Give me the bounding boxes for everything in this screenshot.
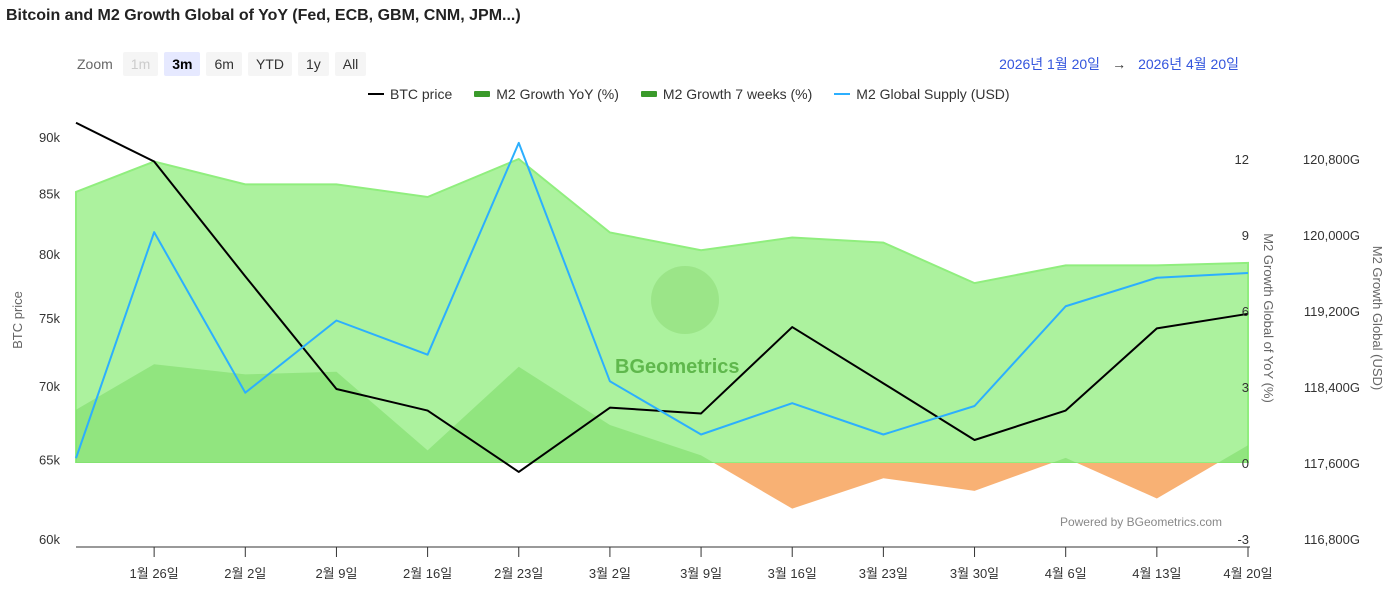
chart-title: Bitcoin and M2 Growth Global of YoY (Fed… <box>6 7 521 24</box>
legend-label: M2 Growth 7 weeks (%) <box>662 86 813 102</box>
btc-axis-tick: 60k <box>39 532 60 547</box>
usd-axis-tick: 117,600G <box>1304 456 1360 471</box>
x-tick-label: 3월 30일 <box>950 566 999 581</box>
x-tick-label: 2월 9일 <box>315 566 357 581</box>
watermark-logo: BGeometrics <box>615 266 740 378</box>
credits-link[interactable]: Powered by BGeometrics.com <box>1060 515 1222 529</box>
pct-axis-tick: 6 <box>1242 304 1249 319</box>
zoom-all-button[interactable]: All <box>334 52 367 76</box>
x-tick-label: 3월 16일 <box>768 566 817 581</box>
btc-axis-tick: 75k <box>39 311 60 326</box>
usd-axis-tick: 119,200G <box>1304 304 1360 319</box>
zoom-selector: Zoom 1m 3m 6m YTD 1y All <box>77 52 367 76</box>
line-m2-global-supply <box>75 141 1249 459</box>
x-tick-label: 3월 2일 <box>589 566 631 581</box>
area-m2-growth-7weeks <box>76 364 1248 463</box>
legend-label: M2 Growth YoY (%) <box>496 86 619 102</box>
date-range: 2026년 1월 20일 → 2026년 4월 20일 <box>993 54 1245 74</box>
zoom-label: Zoom <box>77 56 113 72</box>
usd-axis-tick: 120,000G <box>1303 228 1360 243</box>
pct-axis-tick: 12 <box>1235 152 1249 167</box>
btc-axis-tick: 70k <box>39 379 60 394</box>
x-tick-label: 4월 13일 <box>1132 566 1181 581</box>
x-tick-label: 1월 26일 <box>130 566 179 581</box>
x-tick-label: 2월 2일 <box>224 566 266 581</box>
x-tick-label: 4월 20일 <box>1223 566 1272 581</box>
legend-area-marker <box>474 91 491 97</box>
zoom-ytd-button[interactable]: YTD <box>247 52 292 76</box>
line-btc-price <box>75 121 1249 473</box>
usd-axis-tick: 118,400G <box>1304 380 1360 395</box>
legend-label: BTC price <box>390 86 453 102</box>
x-tick-label: 4월 6일 <box>1045 566 1087 581</box>
btc-axis-title: BTC price <box>10 291 25 349</box>
pct-axis-tick: -3 <box>1237 532 1249 547</box>
area-m2-growth-7weeks-negative <box>76 463 1248 509</box>
zoom-3m-button[interactable]: 3m <box>164 52 201 76</box>
zoom-6m-button[interactable]: 6m <box>206 52 242 76</box>
x-tick-label: 3월 23일 <box>859 566 908 581</box>
legend: BTC price M2 Growth YoY (%) M2 Growth 7 … <box>368 86 1010 102</box>
range-to[interactable]: 2026년 4월 20일 <box>1138 56 1239 72</box>
pct-axis-tick: 0 <box>1242 456 1249 471</box>
btc-axis-tick: 80k <box>39 247 60 262</box>
x-tick-label: 2월 16일 <box>403 566 452 581</box>
x-tick-label: 3월 9일 <box>680 566 722 581</box>
legend-line-marker <box>368 93 384 95</box>
x-tick-label: 2월 23일 <box>494 566 543 581</box>
legend-item-m2-7weeks[interactable]: M2 Growth 7 weeks (%) <box>640 86 813 102</box>
watermark-text: BGeometrics <box>615 356 740 378</box>
range-from[interactable]: 2026년 1월 20일 <box>999 56 1101 72</box>
legend-line-marker <box>834 93 851 95</box>
btc-axis-tick: 85k <box>39 187 60 202</box>
zoom-1y-button[interactable]: 1y <box>297 52 329 76</box>
pct-axis-tick: 3 <box>1242 380 1249 395</box>
legend-area-marker <box>640 91 657 97</box>
zoom-1m-button[interactable]: 1m <box>122 52 159 76</box>
legend-label: M2 Global Supply (USD) <box>856 86 1010 102</box>
legend-item-btc-price[interactable]: BTC price <box>368 86 452 102</box>
usd-axis-tick: 120,800G <box>1303 152 1360 167</box>
btc-axis-tick: 65k <box>39 453 60 468</box>
legend-item-m2-supply[interactable]: M2 Global Supply (USD) <box>834 86 1010 102</box>
usd-axis-tick: 116,800G <box>1304 532 1360 547</box>
range-arrow: → <box>1112 56 1127 72</box>
pct-axis-tick: 9 <box>1242 228 1249 243</box>
pct-axis-title: M2 Growth Global of YoY (%) <box>1261 233 1276 403</box>
usd-axis-title: M2 Growth Global (USD) <box>1370 246 1385 390</box>
legend-item-m2-yoy[interactable]: M2 Growth YoY (%) <box>474 86 619 102</box>
btc-axis-tick: 90k <box>39 130 60 145</box>
